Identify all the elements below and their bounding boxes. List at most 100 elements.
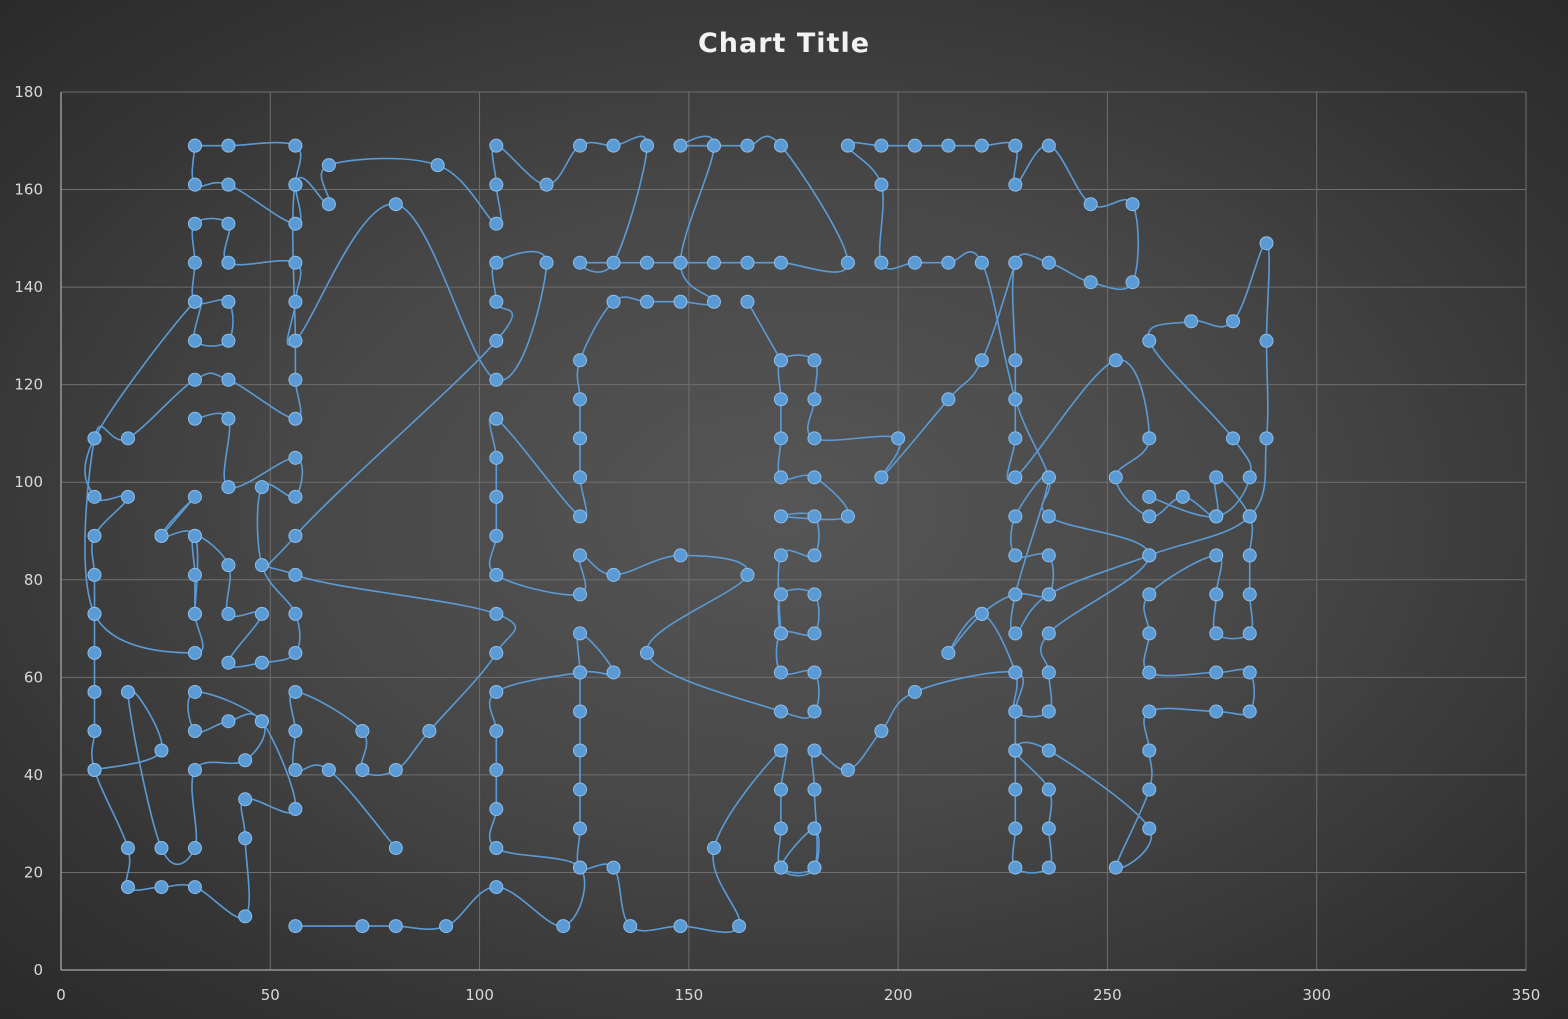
data-point bbox=[606, 255, 621, 270]
data-point bbox=[221, 372, 236, 387]
data-point bbox=[606, 138, 621, 153]
data-point bbox=[1142, 548, 1157, 563]
data-point bbox=[640, 294, 654, 309]
data-point bbox=[640, 255, 654, 270]
data-point bbox=[288, 216, 303, 231]
data-point bbox=[489, 684, 504, 699]
data-point bbox=[874, 255, 889, 270]
data-point bbox=[1242, 548, 1257, 563]
data-point bbox=[187, 684, 202, 699]
data-point bbox=[941, 138, 956, 153]
data-point bbox=[907, 255, 922, 270]
data-point bbox=[238, 831, 253, 846]
series-line-2 bbox=[84, 203, 548, 919]
data-point bbox=[489, 802, 504, 817]
data-point bbox=[288, 411, 303, 426]
data-point bbox=[187, 723, 202, 738]
data-point bbox=[1008, 431, 1023, 446]
data-point bbox=[288, 919, 303, 934]
data-point bbox=[874, 723, 889, 738]
data-point bbox=[1142, 704, 1157, 719]
y-tick-label: 180 bbox=[14, 83, 43, 101]
data-point bbox=[120, 431, 135, 446]
data-point bbox=[1142, 821, 1157, 836]
data-point bbox=[187, 489, 202, 504]
data-point bbox=[321, 197, 336, 212]
data-point bbox=[1041, 548, 1056, 563]
data-point bbox=[706, 294, 721, 309]
data-point bbox=[1142, 431, 1157, 446]
data-point bbox=[573, 431, 588, 446]
data-point bbox=[154, 528, 169, 543]
data-point bbox=[773, 587, 788, 602]
data-point bbox=[573, 704, 588, 719]
series-line-4 bbox=[191, 141, 302, 225]
data-point bbox=[1242, 626, 1257, 641]
data-point bbox=[706, 138, 721, 153]
data-point bbox=[573, 860, 588, 875]
data-point bbox=[1108, 860, 1123, 875]
data-point bbox=[874, 138, 889, 153]
data-point bbox=[221, 294, 236, 309]
data-point bbox=[974, 353, 989, 368]
series-lines bbox=[84, 135, 1270, 934]
data-point bbox=[573, 743, 588, 758]
data-point bbox=[773, 743, 788, 758]
data-point bbox=[87, 763, 102, 778]
x-tick-label: 300 bbox=[1302, 986, 1331, 1004]
data-point bbox=[773, 665, 788, 680]
data-point bbox=[1041, 138, 1056, 153]
data-point bbox=[288, 489, 303, 504]
data-point bbox=[673, 255, 688, 270]
data-point bbox=[1008, 392, 1023, 407]
data-point bbox=[87, 684, 102, 699]
data-points bbox=[87, 138, 1274, 934]
data-point bbox=[891, 431, 906, 446]
data-point bbox=[430, 158, 445, 173]
data-point bbox=[489, 606, 504, 621]
data-point bbox=[187, 294, 202, 309]
data-point bbox=[288, 177, 303, 192]
data-point bbox=[1008, 782, 1023, 797]
data-point bbox=[1041, 743, 1056, 758]
data-point bbox=[807, 743, 822, 758]
data-point bbox=[238, 753, 253, 768]
data-point bbox=[807, 392, 822, 407]
data-point bbox=[1008, 255, 1023, 270]
data-point bbox=[807, 704, 822, 719]
data-point bbox=[489, 177, 504, 192]
data-point bbox=[773, 782, 788, 797]
data-point bbox=[120, 880, 135, 895]
data-point bbox=[221, 558, 236, 573]
data-point bbox=[773, 255, 788, 270]
data-point bbox=[120, 684, 135, 699]
data-point bbox=[489, 489, 504, 504]
data-point bbox=[221, 606, 236, 621]
data-point bbox=[773, 138, 788, 153]
data-point bbox=[740, 255, 755, 270]
data-point bbox=[606, 665, 621, 680]
data-point bbox=[87, 567, 102, 582]
y-tick-label: 20 bbox=[24, 863, 43, 881]
gridlines bbox=[61, 91, 1527, 970]
data-point bbox=[489, 372, 504, 387]
data-point bbox=[1041, 255, 1056, 270]
data-point bbox=[187, 880, 202, 895]
x-tick-label: 350 bbox=[1512, 986, 1541, 1004]
data-point bbox=[1209, 548, 1224, 563]
data-point bbox=[773, 509, 788, 524]
data-point bbox=[1142, 782, 1157, 797]
data-point bbox=[1041, 587, 1056, 602]
data-point bbox=[1041, 626, 1056, 641]
data-point bbox=[238, 792, 253, 807]
data-point bbox=[1008, 509, 1023, 524]
data-point bbox=[254, 714, 269, 729]
data-point bbox=[840, 138, 855, 153]
data-point bbox=[573, 255, 588, 270]
data-point bbox=[1142, 333, 1157, 348]
data-point bbox=[573, 138, 588, 153]
data-point bbox=[154, 743, 169, 758]
data-point bbox=[706, 841, 721, 856]
data-point bbox=[807, 860, 822, 875]
